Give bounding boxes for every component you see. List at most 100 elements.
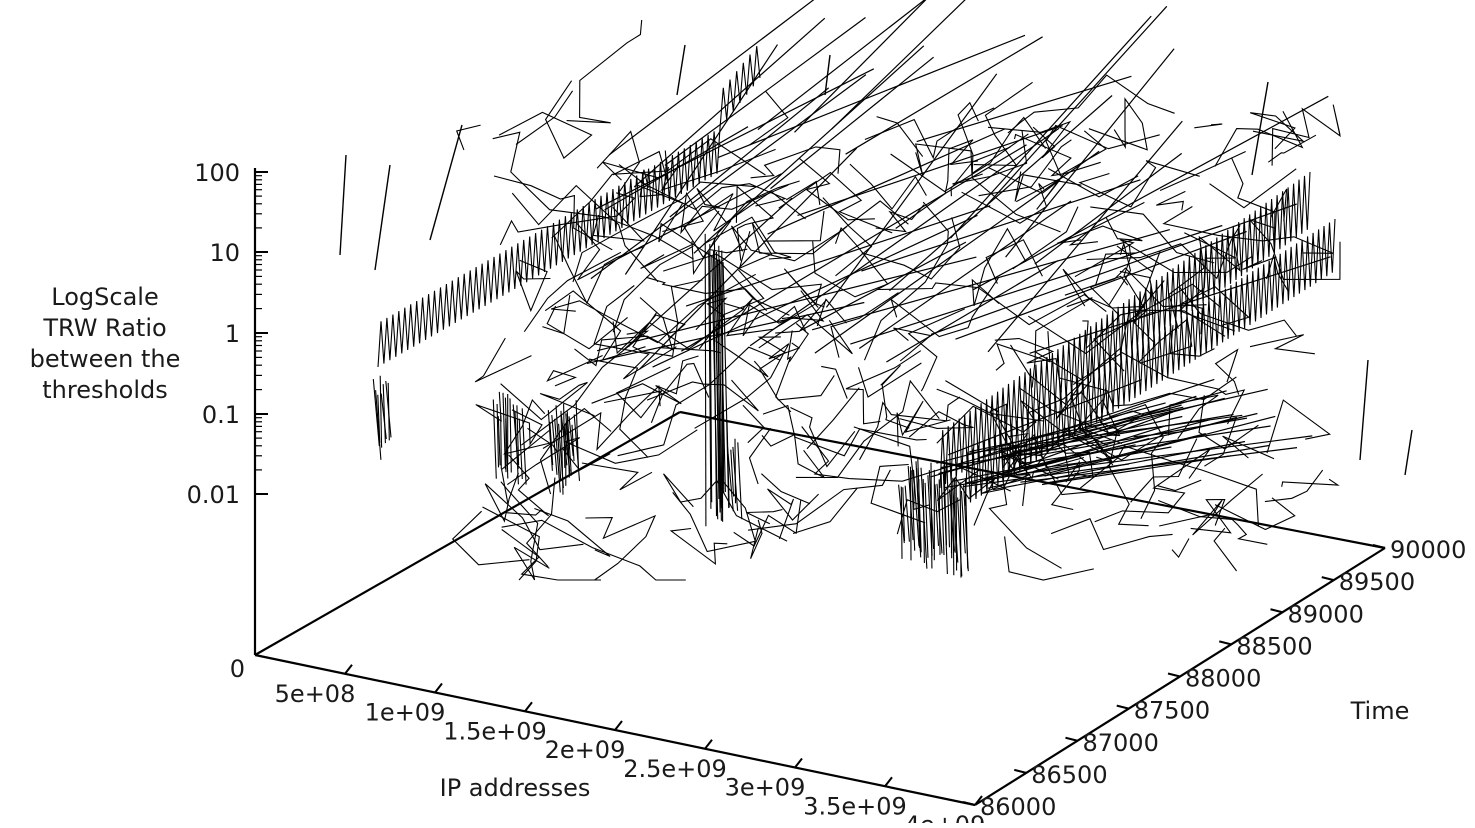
series-line <box>876 205 924 232</box>
series-line <box>641 211 719 268</box>
series-line-vertical <box>955 479 956 553</box>
y-axis-title: Time <box>1350 697 1410 725</box>
series-line-zigzag <box>720 46 760 128</box>
series-line-vertical <box>905 486 909 542</box>
series-line <box>710 181 800 253</box>
series-line-diagonal <box>859 201 1071 349</box>
series-line <box>483 507 540 580</box>
series-line-diagonal <box>758 0 1058 130</box>
series-line <box>507 430 697 485</box>
series-line <box>793 488 857 534</box>
series-line <box>1250 113 1303 149</box>
series-line <box>763 406 927 456</box>
series-line <box>475 338 531 382</box>
x-tick-label: 3.5e+09 <box>803 792 907 820</box>
series-line <box>952 131 1026 184</box>
y-tick-label: 90000 <box>1390 536 1466 564</box>
series-line <box>1194 124 1222 128</box>
z-tick-label: 1 <box>225 320 240 348</box>
x-tick-label: 1e+09 <box>365 699 446 727</box>
y-tick-label: 87000 <box>1083 729 1159 757</box>
y-tick-label: 89000 <box>1288 600 1364 628</box>
x-tick-label: 5e+08 <box>275 680 356 708</box>
series-line <box>1048 169 1138 197</box>
series-line <box>1215 498 1295 530</box>
back-y-axis <box>255 412 680 655</box>
series-line-vertical <box>947 462 950 548</box>
series-line-segment <box>1252 82 1268 175</box>
series-line <box>1265 470 1323 502</box>
series-line-segment <box>1405 430 1412 475</box>
series-lines <box>340 0 1412 580</box>
series-line-vertical <box>939 479 940 555</box>
series-line <box>1005 536 1094 580</box>
series-line <box>501 482 550 580</box>
series-line <box>502 530 601 581</box>
x-axis-title: IP addresses <box>440 774 591 802</box>
series-line-zigzag <box>378 128 720 367</box>
z-tick-label: 100 <box>194 159 240 187</box>
series-line <box>786 182 820 206</box>
series-line <box>1080 161 1200 207</box>
series-line <box>516 91 573 145</box>
x-tick-mark <box>615 721 622 730</box>
series-line <box>597 132 639 192</box>
series-line-segment <box>677 45 685 95</box>
z-tick-label: 0.01 <box>187 481 240 509</box>
series-line-vertical <box>956 468 957 571</box>
series-line-zigzag <box>965 219 1335 506</box>
series-line-vertical <box>923 479 924 563</box>
series-line <box>881 365 910 428</box>
z-axis-title: LogScale TRW Ratio between the threshold… <box>30 283 181 404</box>
series-line <box>747 510 783 524</box>
series-line-vertical <box>501 415 502 469</box>
y-tick-label: 88500 <box>1236 632 1312 660</box>
x-tick-label: 2e+09 <box>545 736 626 764</box>
series-line <box>1051 519 1173 550</box>
series-line <box>761 474 810 504</box>
series-line <box>485 473 583 550</box>
series-line-diagonal <box>771 57 934 188</box>
x-tick-mark <box>705 740 712 749</box>
y-tick-mark <box>1322 577 1334 580</box>
x-tick-mark <box>885 777 892 786</box>
series-line-diagonal <box>694 46 924 254</box>
series-line-vertical <box>951 487 952 558</box>
y-tick-mark <box>1219 641 1231 644</box>
series-line <box>909 412 966 438</box>
series-line <box>877 283 1106 325</box>
series-line-segment <box>340 155 346 255</box>
z-tick-label: 0.1 <box>202 401 240 429</box>
series-line <box>750 428 771 484</box>
series-line <box>1158 480 1202 490</box>
series-line <box>1223 436 1274 459</box>
z-axis-title-line: thresholds <box>42 376 168 404</box>
series-line-vertical <box>735 439 736 503</box>
x-tick-label: 2.5e+09 <box>623 755 727 783</box>
series-line <box>865 108 994 158</box>
series-line <box>1134 417 1237 466</box>
series-line-vertical <box>497 404 498 467</box>
series-line-diagonal <box>625 45 777 275</box>
series-line-segment <box>1360 360 1368 460</box>
series-line-vertical <box>503 393 505 470</box>
series-line <box>790 408 854 467</box>
series-line <box>1250 335 1315 354</box>
series-line-vertical <box>380 376 381 448</box>
series-line <box>1272 105 1340 166</box>
series-line <box>807 388 859 449</box>
series-line <box>567 20 642 123</box>
y-tick-mark <box>1066 738 1078 741</box>
series-line-vertical <box>388 383 389 441</box>
series-line <box>673 479 756 552</box>
series-line-diagonal <box>917 76 1132 141</box>
series-line <box>545 291 645 360</box>
series-line <box>542 295 569 334</box>
y-tick-label: 86500 <box>1031 761 1107 789</box>
z-axis-title-line: TRW Ratio <box>42 314 166 342</box>
series-line <box>859 363 922 397</box>
series-line <box>748 470 890 530</box>
series-line-diagonal <box>653 215 978 367</box>
series-line-diagonal <box>625 198 792 349</box>
